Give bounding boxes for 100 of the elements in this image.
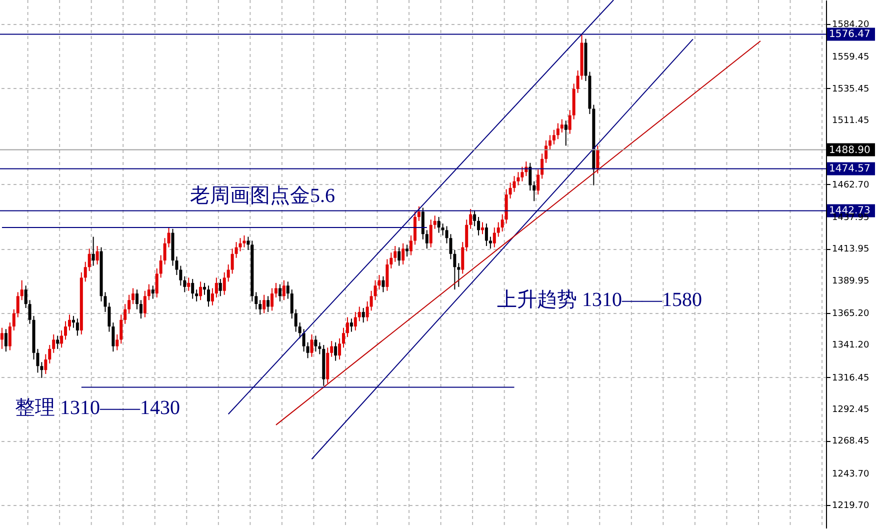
candlestick (461, 242, 464, 274)
y-tick-label: 1584.20 (832, 20, 870, 30)
candlestick (226, 264, 230, 282)
candlestick (406, 244, 409, 258)
candlestick (203, 282, 206, 296)
candlestick (342, 327, 346, 348)
candlestick (242, 234, 246, 248)
y-tick-label: 1413.95 (832, 244, 870, 255)
candlestick (187, 277, 190, 292)
annotation: 整理 1310——1430 (15, 397, 180, 419)
candlestick (214, 277, 218, 298)
candlestick (564, 120, 568, 146)
candlestick (8, 322, 12, 351)
candlestick (469, 208, 472, 230)
candlestick (147, 284, 150, 301)
candlestick (302, 328, 306, 352)
candlestick (28, 300, 32, 324)
y-tick-label: 1316.45 (832, 373, 870, 384)
candlestick (16, 292, 20, 318)
candlestick (429, 219, 432, 248)
ref-line-label: 1576.47 (829, 29, 870, 40)
candlestick (536, 168, 540, 196)
candlestick (473, 210, 476, 227)
candlestick (246, 236, 250, 250)
candlestick (167, 227, 170, 248)
candlestick (191, 278, 194, 300)
candlestick (139, 300, 142, 320)
candlestick (278, 284, 282, 302)
y-tick-label: 1292.45 (832, 405, 870, 416)
candlestick (492, 227, 496, 248)
candlestick (370, 290, 373, 312)
candlestick (576, 70, 580, 94)
candlestick (112, 322, 115, 352)
candlestick (132, 288, 135, 305)
candlestick (124, 304, 127, 324)
candlestick (143, 290, 146, 318)
annotation: 老周画图点金5.6 (190, 185, 335, 207)
candlestick (528, 162, 532, 192)
candlestick (346, 316, 349, 338)
candlestick (92, 236, 95, 266)
candlestick (199, 281, 202, 301)
candlestick (230, 248, 234, 274)
candlestick (350, 318, 353, 332)
candlestick (398, 246, 401, 266)
candlestick (290, 289, 294, 320)
candlestick (84, 261, 87, 282)
candlestick (552, 129, 556, 145)
candlestick (441, 223, 444, 236)
candlestick (40, 362, 44, 378)
y-tick-label: 1462.70 (832, 180, 870, 190)
candlestick (270, 288, 274, 312)
candlestick (222, 272, 226, 296)
candlestick (508, 182, 512, 199)
candlestick (433, 215, 436, 230)
candlestick (366, 300, 369, 322)
candlestick (338, 338, 342, 360)
candlestick (96, 245, 99, 265)
ref-line-label: 1474.57 (829, 164, 870, 175)
candlestick (500, 214, 504, 232)
candlestick (64, 320, 68, 340)
candlestick (596, 145, 600, 174)
candlestick (520, 166, 524, 182)
candlestick (477, 216, 480, 236)
candlestick (128, 294, 131, 314)
candlestick (274, 282, 278, 298)
candlestick (286, 281, 290, 300)
candlestick (544, 140, 548, 164)
y-tick-label: 1511.45 (832, 116, 870, 126)
candlestick (234, 242, 238, 258)
candlestick (136, 289, 139, 310)
candlestick (318, 342, 322, 355)
candlestick (20, 280, 24, 301)
candlestick (362, 308, 365, 324)
candlestick (72, 315, 75, 328)
candlestick (568, 110, 572, 134)
candlestick (116, 334, 119, 351)
candlestick (4, 328, 8, 352)
ref-line-label: 1488.90 (829, 144, 870, 156)
candlestick (210, 288, 214, 306)
candlestick (421, 207, 424, 240)
candlestick (413, 211, 416, 246)
y-tick-label: 1219.70 (832, 501, 870, 512)
candlestick (354, 311, 357, 331)
candlestick (540, 153, 544, 180)
candlestick (76, 318, 79, 336)
candlestick (120, 314, 123, 344)
candlestick (410, 234, 413, 256)
y-tick-label: 1365.20 (832, 309, 870, 320)
candlestick (108, 302, 111, 332)
candlestick (151, 285, 154, 300)
candlestick (159, 254, 162, 278)
candlestick (258, 300, 262, 316)
candlestick (512, 176, 516, 192)
candlestick (88, 248, 91, 272)
candlestick (334, 342, 338, 362)
candlestick (262, 294, 266, 314)
candlestick (44, 354, 48, 374)
candlestick (306, 342, 310, 359)
candlestick (453, 249, 456, 290)
y-tick-label: 1389.95 (832, 276, 870, 286)
